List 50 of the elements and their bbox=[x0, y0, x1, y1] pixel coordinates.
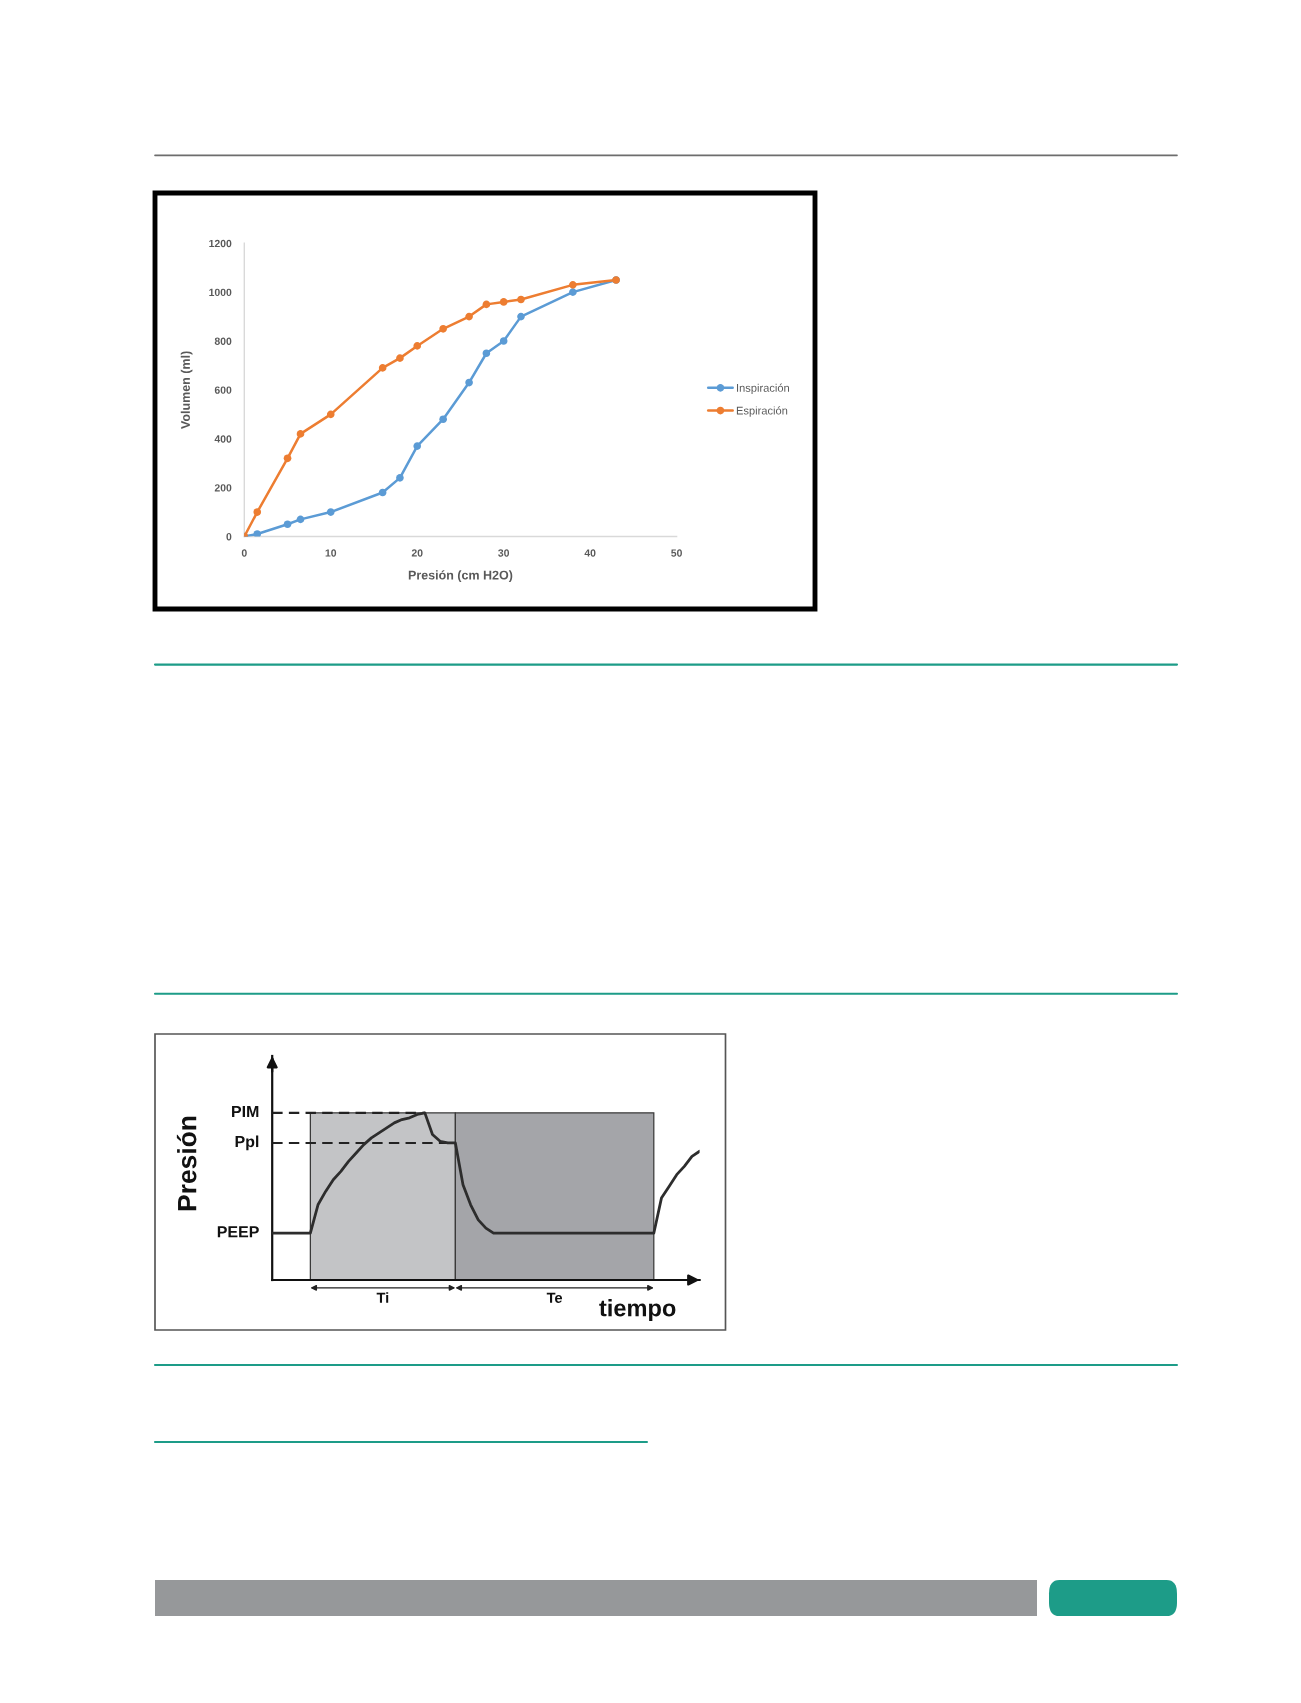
point bbox=[253, 508, 262, 516]
y-tick-label: 400 bbox=[214, 435, 232, 443]
point bbox=[378, 364, 387, 372]
y-axis-title: Presión bbox=[176, 1116, 197, 1211]
point bbox=[396, 474, 404, 482]
point bbox=[439, 325, 447, 333]
point bbox=[296, 515, 305, 524]
legend-label: Inspiración bbox=[737, 383, 789, 395]
text: PEEP bbox=[217, 1226, 259, 1238]
point bbox=[499, 298, 508, 306]
point bbox=[465, 378, 473, 387]
ref-line-label: Ppl bbox=[235, 1135, 259, 1151]
text: Te bbox=[546, 1292, 563, 1303]
legend-label: Espiración bbox=[736, 406, 788, 417]
point bbox=[283, 454, 292, 463]
y-tick-label: 1000 bbox=[209, 288, 232, 297]
y-tick-label: 600 bbox=[214, 386, 232, 394]
point bbox=[396, 354, 404, 362]
point bbox=[517, 312, 525, 321]
point bbox=[439, 415, 447, 424]
point bbox=[326, 410, 335, 419]
point bbox=[482, 300, 491, 309]
x-tick-label: 40 bbox=[584, 549, 596, 557]
point bbox=[482, 349, 491, 358]
point bbox=[296, 430, 305, 438]
point bbox=[517, 295, 525, 304]
y-tick-label: 200 bbox=[214, 484, 232, 492]
x-axis-title: Presión (cm H2O) bbox=[408, 570, 513, 582]
y-tick-label: 1200 bbox=[209, 239, 232, 248]
point bbox=[413, 342, 422, 350]
y-axis-title: Volumen (ml) bbox=[180, 351, 193, 429]
point bbox=[569, 288, 577, 296]
x-tick-label: 50 bbox=[671, 549, 682, 557]
x-axis-title: tiempo bbox=[599, 1299, 676, 1322]
point bbox=[378, 488, 387, 497]
point bbox=[569, 281, 577, 289]
x-tick-label: 10 bbox=[325, 549, 337, 557]
ref-line-label: PIM bbox=[232, 1105, 259, 1117]
point bbox=[253, 530, 262, 537]
x-tick-label: 20 bbox=[411, 549, 423, 557]
point bbox=[326, 508, 335, 516]
x-tick-label: 0 bbox=[241, 549, 247, 557]
text: Ti bbox=[376, 1292, 389, 1303]
y-tick-label: 0 bbox=[226, 533, 232, 541]
point bbox=[465, 312, 473, 321]
point bbox=[283, 520, 292, 529]
x-tick-label: 30 bbox=[498, 549, 510, 557]
point bbox=[413, 442, 422, 450]
y-tick-label: 800 bbox=[214, 337, 232, 345]
point bbox=[499, 337, 508, 345]
